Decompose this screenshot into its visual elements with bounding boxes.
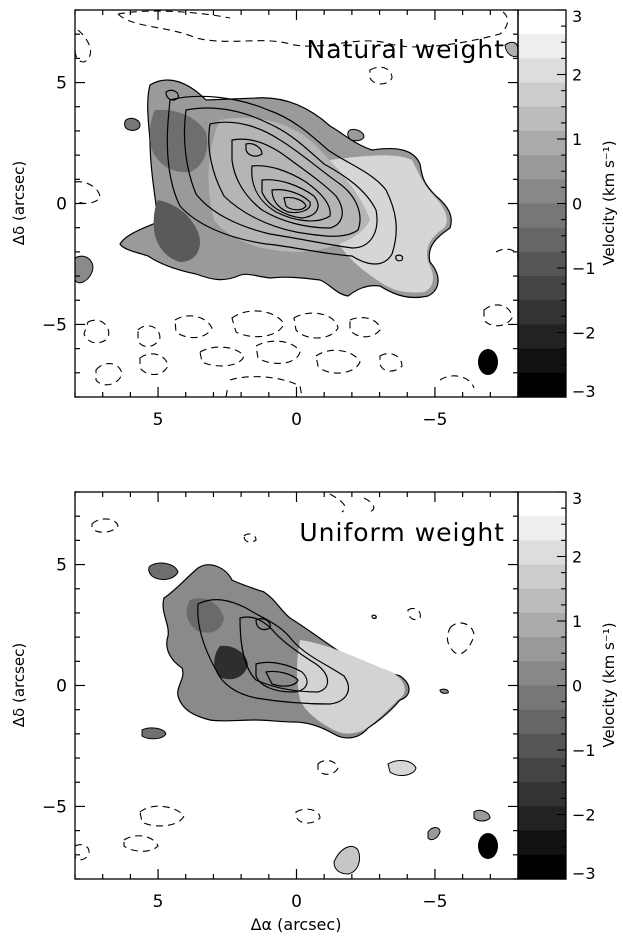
- colorbar-swatch: [518, 179, 566, 205]
- x-axis-label: Δα (arcsec): [251, 915, 342, 934]
- panel-uniform-weight: 3 2 1 0 −1 −2 −3 Uniform weight 5 0 −5 5 0 −5 Δδ (a…: [10, 489, 618, 934]
- colorbar-swatch: [518, 661, 566, 687]
- colorbar-tick-label: 3: [572, 489, 582, 508]
- colorbar-tick-label: −1: [572, 259, 596, 278]
- negative-contours: [75, 10, 518, 397]
- x-tick-label: 5: [153, 410, 164, 430]
- colorbar-swatch: [518, 227, 566, 253]
- colorbar-tick-label: 1: [572, 612, 582, 631]
- emission-island: [427, 827, 441, 841]
- panel-title: Uniform weight: [299, 518, 505, 547]
- colorbar-swatch: [518, 276, 566, 301]
- beam-ellipse: [478, 833, 498, 859]
- colorbar-tick-label: −3: [572, 382, 596, 401]
- emission-island: [141, 727, 167, 740]
- emission-dark-core: [214, 645, 248, 680]
- y-axis-label: Δδ (arcsec): [10, 161, 28, 245]
- y-tick-label: 5: [56, 556, 67, 576]
- colorbar-swatch: [518, 300, 566, 326]
- y-axis-label: Δδ (arcsec): [10, 643, 28, 727]
- emission-island: [148, 562, 179, 580]
- emission-dark-west: [186, 598, 224, 633]
- positive-contours: [165, 89, 404, 265]
- emission-island: [387, 760, 417, 776]
- colorbar-tick-label: −1: [572, 741, 596, 760]
- emission-dark-core: [153, 200, 200, 262]
- colorbar-swatch: [518, 203, 566, 229]
- colorbar-swatch: [518, 733, 566, 759]
- colorbar-swatch: [518, 324, 566, 350]
- emission-dark-west: [149, 109, 208, 173]
- x-tick-label: 0: [291, 892, 302, 912]
- colorbar-tick-label: −2: [572, 806, 596, 825]
- colorbar-label: Velocity (km s⁻¹): [600, 140, 618, 265]
- colorbar-swatch: [518, 251, 566, 277]
- colorbar-swatch: [518, 155, 566, 180]
- colorbar-tick-label: 2: [572, 548, 582, 567]
- colorbar-swatch: [518, 372, 566, 398]
- colorbar-swatch: [518, 564, 566, 590]
- beam-ellipse: [478, 349, 498, 375]
- emission-island: [347, 129, 365, 142]
- panel-title: Natural weight: [307, 35, 505, 64]
- colorbar-swatch: [518, 637, 566, 662]
- colorbar: 3 2 1 0 −1 −2 −3: [518, 489, 596, 883]
- colorbar-swatch: [518, 492, 566, 517]
- colorbar-tick-label: 3: [572, 7, 582, 26]
- colorbar-swatch: [518, 34, 566, 59]
- colorbar-swatch: [518, 685, 566, 711]
- x-tick-label: 0: [291, 410, 302, 430]
- colorbar-swatch: [518, 10, 566, 35]
- colorbar-swatch: [518, 758, 566, 783]
- colorbar-swatch: [518, 348, 566, 374]
- colorbar-tick-label: 0: [572, 677, 582, 696]
- colorbar-swatch: [518, 130, 566, 156]
- colorbar-tick-label: −2: [572, 324, 596, 343]
- colorbar-swatch: [518, 782, 566, 808]
- emission-island: [124, 117, 141, 131]
- colorbar-swatch: [518, 588, 566, 614]
- colorbar-swatch: [518, 806, 566, 832]
- x-tick-label: 5: [153, 892, 164, 912]
- emission-island: [473, 809, 491, 822]
- emission-mid-zone: [208, 117, 370, 253]
- emission-island: [439, 688, 449, 694]
- colorbar-swatch: [518, 106, 566, 132]
- colorbar-tick-label: −3: [572, 864, 596, 883]
- colorbar-swatch: [518, 854, 566, 880]
- emission-island: [333, 846, 361, 875]
- colorbar-tick-label: 2: [572, 66, 582, 85]
- emission-island: [504, 41, 518, 57]
- panel-natural-weight: 3 2 1 0 −1 −2 −3 Natural weight 5 0 −5 5 0 −5 Δδ (a…: [10, 7, 618, 430]
- positive-contours: [197, 599, 377, 705]
- colorbar-swatch: [518, 709, 566, 735]
- y-tick-label: 0: [56, 195, 67, 215]
- x-tick-label: −5: [422, 892, 447, 912]
- y-tick-label: 0: [56, 677, 67, 697]
- negative-contours: [75, 493, 475, 861]
- colorbar-swatch: [518, 58, 566, 84]
- colorbar-swatch: [518, 82, 566, 108]
- colorbar: 3 2 1 0 −1 −2 −3: [518, 7, 596, 401]
- y-tick-label: −5: [42, 315, 67, 335]
- emission-light-edge: [328, 155, 447, 293]
- colorbar-swatch: [518, 830, 566, 856]
- y-tick-label: 5: [56, 74, 67, 94]
- colorbar-swatch: [518, 540, 566, 566]
- x-tick-label: −5: [422, 410, 447, 430]
- colorbar-tick-label: 1: [572, 130, 582, 149]
- y-tick-label: −5: [42, 797, 67, 817]
- colorbar-swatch: [518, 516, 566, 541]
- colorbar-label: Velocity (km s⁻¹): [600, 622, 618, 747]
- colorbar-tick-label: 0: [572, 195, 582, 214]
- colorbar-swatch: [518, 612, 566, 638]
